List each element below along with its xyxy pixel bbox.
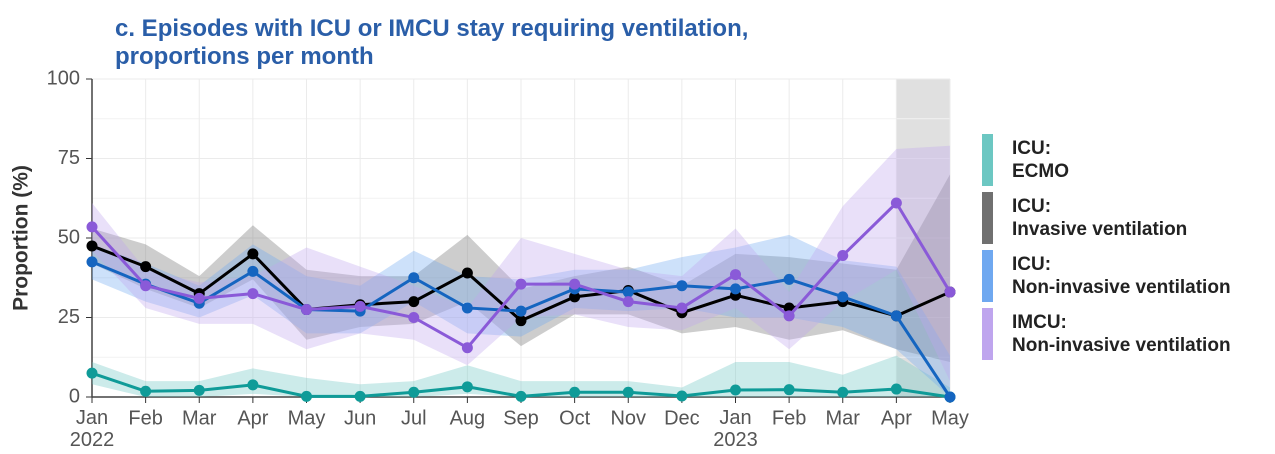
point <box>837 291 849 303</box>
point <box>408 312 420 323</box>
x-tick-label: Apr <box>237 407 268 429</box>
point <box>944 391 956 403</box>
point <box>354 300 366 312</box>
point <box>676 302 688 314</box>
x-tick-label: Oct <box>559 407 591 429</box>
y-tick-label: 25 <box>58 306 80 328</box>
point <box>301 390 312 402</box>
x-tick-label: Jul <box>401 407 427 429</box>
x-tick-label: May <box>288 407 326 429</box>
point <box>461 342 473 354</box>
point <box>890 383 902 395</box>
point <box>515 315 527 327</box>
point <box>837 386 849 398</box>
point <box>515 305 527 317</box>
point <box>461 267 473 279</box>
point <box>408 296 420 308</box>
point <box>783 273 795 285</box>
point <box>247 248 259 260</box>
point <box>890 197 902 209</box>
point <box>569 386 581 398</box>
point <box>622 296 634 308</box>
x-tick-label: Jun <box>344 407 376 429</box>
point <box>837 249 849 261</box>
legend-label: ICU: Invasive ventilation <box>1012 196 1187 240</box>
x-tick-label: Dec <box>664 407 700 429</box>
x-tick-label: Mar <box>182 407 217 429</box>
x-tick-label: Feb <box>772 407 806 429</box>
point <box>408 272 420 284</box>
y-tick-label: 0 <box>69 385 80 407</box>
point <box>247 379 259 391</box>
point <box>86 240 98 252</box>
x-tick-label: Aug <box>450 407 486 429</box>
point <box>944 286 956 298</box>
legend-swatch <box>982 192 993 244</box>
point <box>515 278 527 290</box>
x-tick-label: Nov <box>610 407 646 429</box>
y-tick-label: 50 <box>58 226 80 248</box>
point <box>354 390 366 402</box>
point <box>783 384 795 396</box>
point <box>140 280 152 292</box>
point <box>86 221 98 233</box>
point <box>461 381 473 393</box>
point <box>515 390 527 402</box>
confidence-band <box>92 145 950 382</box>
x-tick-label: Mar <box>826 407 861 429</box>
point <box>140 385 152 397</box>
point <box>676 390 688 402</box>
legend-swatch <box>982 134 993 186</box>
legend-swatch <box>982 308 993 360</box>
x-tick-label: Apr <box>881 407 912 429</box>
point <box>247 265 259 277</box>
point <box>461 302 473 314</box>
x-tick-label: May <box>931 407 969 429</box>
point <box>622 286 634 298</box>
point <box>193 384 205 396</box>
point <box>730 283 741 295</box>
y-axis-label: Proportion (%) <box>10 165 33 311</box>
point <box>569 291 581 303</box>
x-tick-label: Jan 2022 <box>70 407 115 451</box>
point <box>247 288 259 300</box>
point <box>730 384 741 396</box>
legend-swatch <box>982 250 993 302</box>
chart-title: c. Episodes with ICU or IMCU stay requir… <box>115 15 748 70</box>
point <box>569 278 581 290</box>
x-tick-label: Feb <box>128 407 162 429</box>
y-tick-label: 100 <box>47 67 80 89</box>
legend-label: IMCU: Non-invasive ventilation <box>1012 312 1231 356</box>
x-tick-label: Jan 2023 <box>713 407 758 451</box>
point <box>193 292 205 304</box>
point <box>783 310 795 322</box>
point <box>86 367 98 379</box>
confidence-band <box>92 174 950 363</box>
x-tick-label: Sep <box>503 407 539 429</box>
point <box>301 304 312 316</box>
point <box>140 261 152 273</box>
point <box>676 280 688 292</box>
point <box>408 386 420 398</box>
point <box>86 256 98 268</box>
legend-label: ICU: Non-invasive ventilation <box>1012 254 1231 298</box>
point <box>890 310 902 322</box>
y-tick-label: 75 <box>58 147 80 169</box>
point <box>622 386 634 398</box>
point <box>730 269 741 281</box>
legend-label: ICU: ECMO <box>1012 138 1069 182</box>
